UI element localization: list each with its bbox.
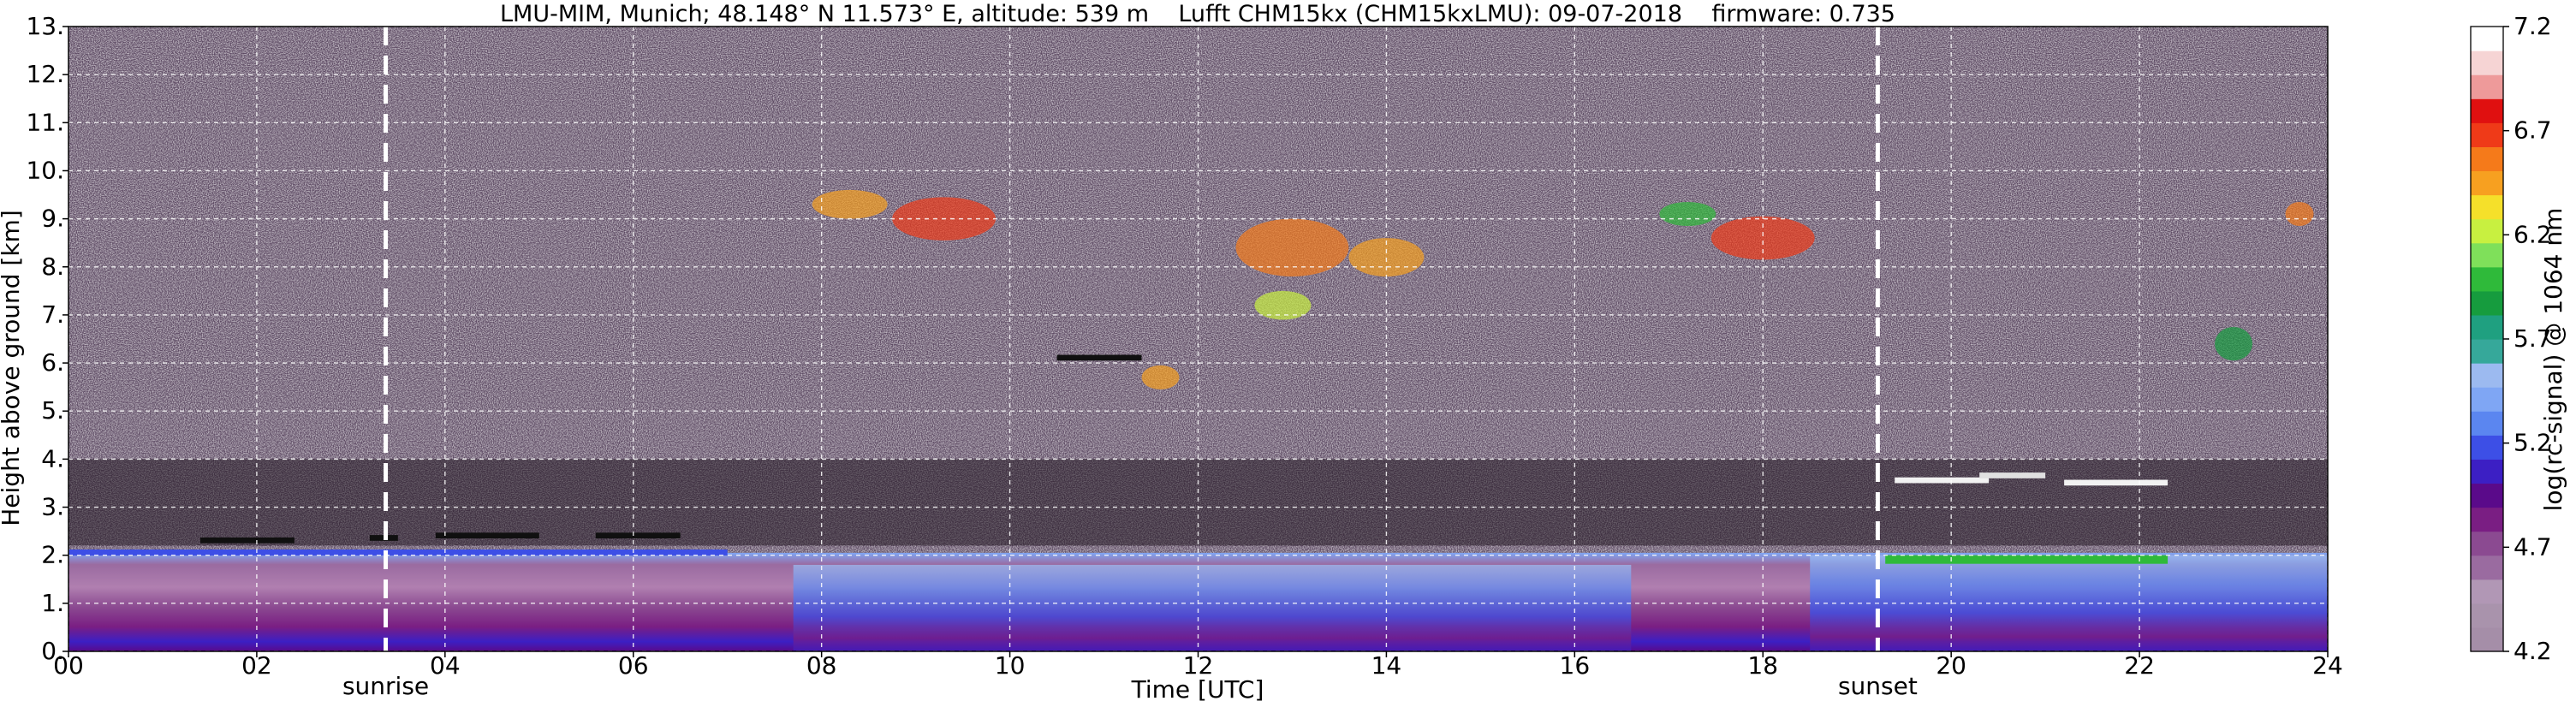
colorbar-segment xyxy=(2471,50,2503,75)
colorbar-segment xyxy=(2471,218,2503,244)
axes: 00 02 04 06 08 10 12 14 16 18 20 22 24 0. 1. 2. 3. 4. 5. 6.… xyxy=(26,12,2342,680)
colorbar-segment xyxy=(2471,194,2503,220)
y-tick-label: 4. xyxy=(41,444,64,472)
colorbar-segment xyxy=(2471,242,2503,268)
boundary-layer-evening xyxy=(1810,555,2328,651)
colorbar: 4.2 4.7 5.2 5.7 6.2 6.7 7.2 xyxy=(2470,12,2552,665)
colorbar-segment xyxy=(2471,555,2503,580)
x-tick-label: 06 xyxy=(618,651,649,680)
colorbar-tick-label: 4.7 xyxy=(2514,532,2552,561)
cloud-segment xyxy=(1979,472,2046,478)
y-tick-label: 0. xyxy=(41,637,64,665)
bl-top-edge xyxy=(68,549,728,556)
cirrus-patch xyxy=(1235,218,1349,276)
colorbar-segment xyxy=(2471,531,2503,556)
x-tick-label: 10 xyxy=(995,651,1026,680)
colorbar-segment xyxy=(2471,146,2503,172)
cloud-segment xyxy=(199,537,294,544)
colorbar-segment xyxy=(2471,122,2503,147)
cloud-segment xyxy=(2064,479,2168,486)
colorbar-tick-label: 4.2 xyxy=(2514,637,2552,665)
x-axis-label: Time [UTC] xyxy=(1131,675,1264,704)
cirrus-patch xyxy=(1659,201,1716,227)
colorbar-segment xyxy=(2471,603,2503,628)
x-tick-label: 04 xyxy=(430,651,461,680)
y-tick-label: 10. xyxy=(26,156,64,184)
colorbar-tick-label: 6.2 xyxy=(2514,220,2552,248)
cirrus-patch xyxy=(1141,365,1180,389)
colorbar-segment xyxy=(2471,411,2503,436)
y-tick-label: 5. xyxy=(41,396,64,425)
colorbar-segment xyxy=(2471,170,2503,196)
x-tick-label: 08 xyxy=(806,651,837,680)
cloud-segment xyxy=(595,532,681,539)
colorbar-segment xyxy=(2471,627,2503,652)
cloud-segment xyxy=(1056,354,1142,361)
colorbar-segment xyxy=(2471,435,2503,460)
cirrus-patch xyxy=(2215,326,2253,361)
colorbar-segment xyxy=(2471,387,2503,412)
y-tick-label: 11. xyxy=(26,108,64,136)
y-tick-label: 6. xyxy=(41,348,64,377)
x-tick-label: 18 xyxy=(1747,651,1778,680)
colorbar-label: log(rc-signal) @ 1064 nm xyxy=(2539,208,2567,512)
colorbar-segment xyxy=(2471,339,2503,364)
y-tick-label: 1. xyxy=(41,589,64,617)
sunset-label: sunset xyxy=(1838,672,1918,700)
y-tick-label: 9. xyxy=(41,205,64,233)
y-tick-label: 8. xyxy=(41,253,64,281)
cirrus-patch xyxy=(1710,216,1815,260)
x-tick-label: 24 xyxy=(2312,651,2343,680)
colorbar-segment xyxy=(2471,98,2503,123)
colorbar-tick-label: 5.2 xyxy=(2514,429,2552,457)
y-axis-label: Height above ground [km] xyxy=(0,210,25,526)
colorbar-segment xyxy=(2471,459,2503,484)
colorbar-segment xyxy=(2471,579,2503,604)
x-tick-label: 00 xyxy=(53,651,84,680)
colorbar-segment xyxy=(2471,266,2503,292)
x-tick-label: 14 xyxy=(1371,651,1402,680)
cloud-segment xyxy=(1895,477,1990,484)
sun-markers: sunrise sunset xyxy=(342,27,1918,700)
y-tick-label: 13. xyxy=(26,12,64,40)
cloud-base-green xyxy=(1885,555,2168,564)
colorbar-segment xyxy=(2471,363,2503,388)
y-tick-label: 12. xyxy=(26,60,64,88)
colorbar-segment xyxy=(2471,27,2503,51)
cirrus-patch xyxy=(2285,201,2314,227)
sunrise-label: sunrise xyxy=(342,672,429,700)
cirrus-patch xyxy=(812,189,888,219)
boundary-layer-day xyxy=(793,564,1632,651)
colorbar-segment xyxy=(2471,314,2503,340)
cloud-segment xyxy=(435,532,539,539)
chart-title: LMU-MIM, Munich; 48.148° N 11.573° E, al… xyxy=(500,1,1895,27)
colorbar-segment xyxy=(2471,74,2503,99)
y-tick-label: 3. xyxy=(41,493,64,521)
x-tick-label: 22 xyxy=(2124,651,2155,680)
colorbar-tick-label: 7.2 xyxy=(2514,12,2552,40)
y-tick-label: 2. xyxy=(41,541,64,569)
x-tick-label: 20 xyxy=(1936,651,1966,680)
cirrus-patch xyxy=(1254,290,1312,320)
colorbar-tick-label: 6.7 xyxy=(2514,116,2552,145)
colorbar-segment xyxy=(2471,483,2503,508)
x-tick-label: 16 xyxy=(1560,651,1591,680)
y-tick-label: 7. xyxy=(41,300,64,329)
colorbar-segment xyxy=(2471,290,2503,316)
x-tick-label: 12 xyxy=(1183,651,1214,680)
colorbar-segment xyxy=(2471,507,2503,532)
colorbar-tick-label: 5.7 xyxy=(2514,324,2552,353)
x-tick-label: 02 xyxy=(241,651,272,680)
